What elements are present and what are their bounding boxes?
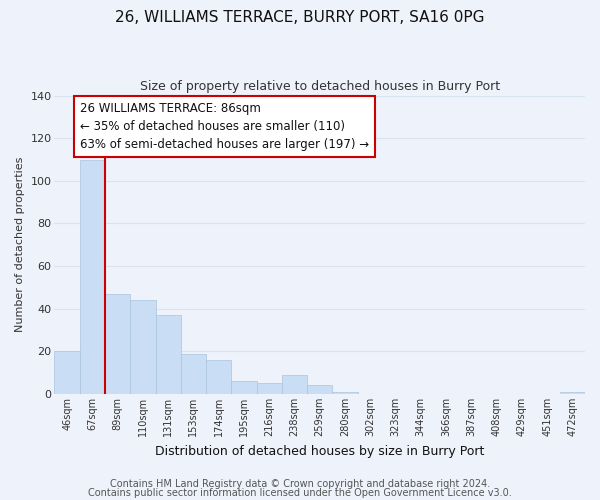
Bar — [282, 375, 307, 394]
Bar — [130, 300, 155, 394]
Bar — [206, 360, 232, 394]
Bar — [105, 294, 130, 394]
Title: Size of property relative to detached houses in Burry Port: Size of property relative to detached ho… — [140, 80, 500, 93]
X-axis label: Distribution of detached houses by size in Burry Port: Distribution of detached houses by size … — [155, 444, 484, 458]
Text: Contains HM Land Registry data © Crown copyright and database right 2024.: Contains HM Land Registry data © Crown c… — [110, 479, 490, 489]
Bar — [307, 386, 332, 394]
Bar — [155, 315, 181, 394]
Bar — [232, 381, 257, 394]
Text: Contains public sector information licensed under the Open Government Licence v3: Contains public sector information licen… — [88, 488, 512, 498]
Bar — [181, 354, 206, 394]
Text: 26 WILLIAMS TERRACE: 86sqm
← 35% of detached houses are smaller (110)
63% of sem: 26 WILLIAMS TERRACE: 86sqm ← 35% of deta… — [80, 102, 369, 151]
Text: 26, WILLIAMS TERRACE, BURRY PORT, SA16 0PG: 26, WILLIAMS TERRACE, BURRY PORT, SA16 0… — [115, 10, 485, 25]
Bar — [332, 392, 358, 394]
Bar — [257, 384, 282, 394]
Bar — [560, 392, 585, 394]
Bar — [55, 352, 80, 394]
Y-axis label: Number of detached properties: Number of detached properties — [15, 157, 25, 332]
Bar — [80, 160, 105, 394]
